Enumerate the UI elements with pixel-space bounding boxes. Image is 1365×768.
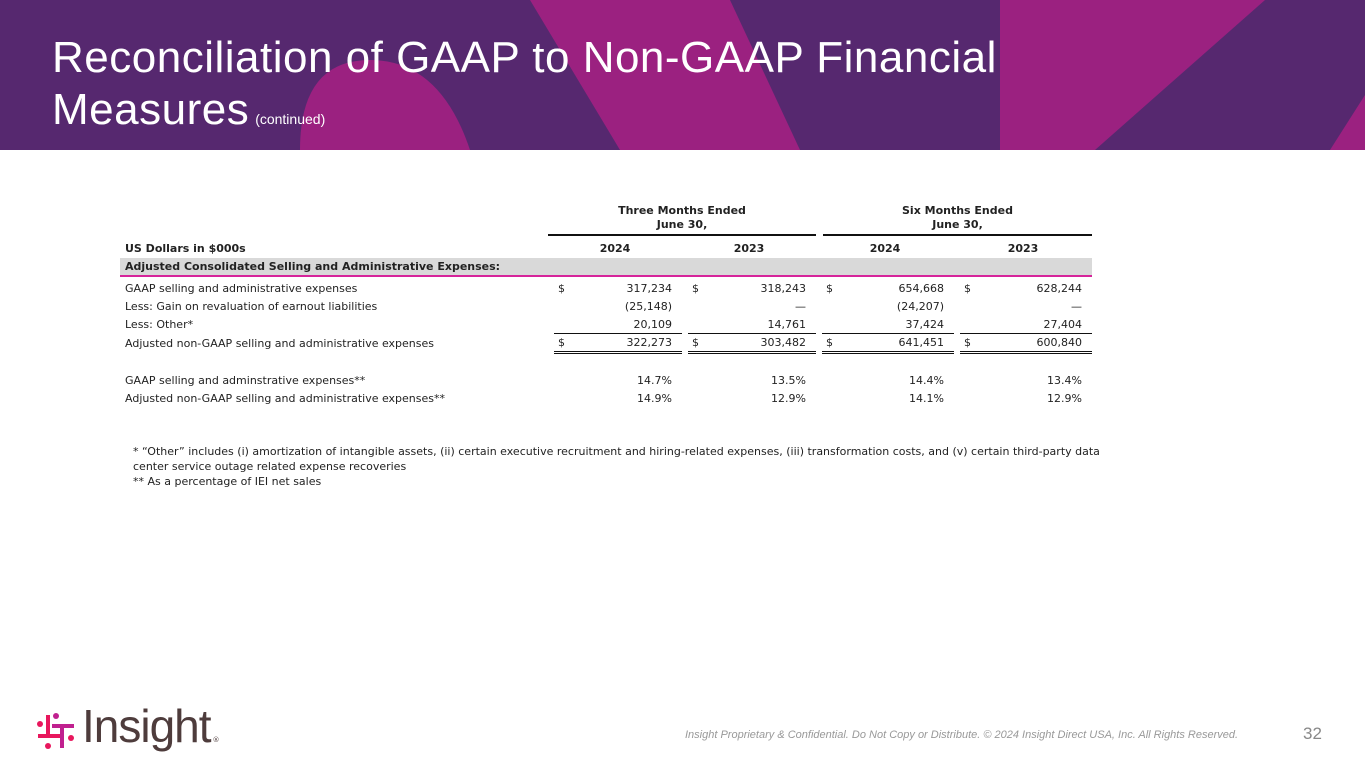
currency-symbol: $: [558, 282, 565, 295]
row-label: GAAP selling and administrative expenses: [125, 282, 358, 295]
percent-cell: 14.7%: [637, 374, 672, 387]
percent-cell: 13.4%: [1047, 374, 1082, 387]
currency-symbol: $: [692, 335, 699, 349]
percent-cell: 12.9%: [771, 392, 806, 405]
amount: 20,109: [633, 317, 673, 331]
amount: (25,148): [624, 300, 672, 313]
percentage-row: GAAP selling and adminstrative expenses*…: [120, 372, 1092, 390]
section-header: Adjusted Consolidated Selling and Admini…: [120, 258, 1092, 277]
value-cell: —: [960, 299, 1092, 316]
percent-cell: 14.9%: [637, 392, 672, 405]
table-row: Adjusted non-GAAP selling and administra…: [120, 334, 1092, 354]
percent-cell: 14.4%: [909, 374, 944, 387]
value-cell: 20,109: [554, 316, 682, 334]
amount: (24,207): [896, 300, 944, 313]
insight-logo-icon: [37, 713, 74, 749]
table-row: Less: Other* 20,109 14,761 37,424 27,404: [120, 316, 1092, 334]
percent-cell: 12.9%: [1047, 392, 1082, 405]
page-number: 32: [1303, 724, 1322, 743]
currency-symbol: $: [964, 282, 971, 295]
reconciliation-table: US Dollars in $000s 2024 2023 2024 2023 …: [120, 240, 1092, 408]
value-cell: $641,451: [822, 334, 954, 354]
currency-symbol: $: [826, 335, 833, 349]
currency-symbol: $: [826, 282, 833, 295]
value-cell: $317,234: [554, 281, 682, 298]
title-suffix: (continued): [255, 111, 326, 127]
amount: 303,482: [760, 335, 807, 349]
row-label: GAAP selling and adminstrative expenses*…: [125, 374, 366, 387]
amount: 27,404: [1043, 317, 1083, 331]
amount: 318,243: [760, 282, 807, 295]
value-cell: 37,424: [822, 316, 954, 334]
year-header-row: US Dollars in $000s 2024 2023 2024 2023: [125, 242, 1039, 255]
value-cell: —: [688, 299, 816, 316]
group-header-three-months: Three Months Ended June 30,: [548, 204, 816, 236]
amount: 628,244: [1036, 282, 1083, 295]
currency-symbol: $: [692, 282, 699, 295]
amount: 600,840: [1036, 335, 1083, 349]
amount: 37,424: [905, 317, 945, 331]
value-cell: $322,273: [554, 334, 682, 354]
amount: 322,273: [626, 335, 673, 349]
banner-decoration: [300, 0, 1365, 150]
percent-cell: 13.5%: [771, 374, 806, 387]
group-header-six-months: Six Months Ended June 30,: [823, 204, 1092, 236]
currency-symbol: $: [558, 335, 565, 349]
currency-symbol: $: [964, 335, 971, 349]
amount: 641,451: [898, 335, 945, 349]
amount: —: [795, 300, 806, 313]
footnotes: * “Other” includes (i) amortization of i…: [133, 445, 1100, 488]
value-cell: (25,148): [554, 299, 682, 316]
row-label: Less: Gain on revaluation of earnout lia…: [125, 300, 378, 313]
value-cell: $654,668: [822, 281, 954, 298]
value-cell: (24,207): [822, 299, 954, 316]
row-label: Less: Other*: [125, 318, 194, 331]
percent-cell: 14.1%: [909, 392, 944, 405]
amount: 14,761: [767, 317, 807, 331]
value-cell: $303,482: [688, 334, 816, 354]
confidentiality-notice: Insight Proprietary & Confidential. Do N…: [685, 729, 1239, 741]
amount: 654,668: [898, 282, 945, 295]
value-cell: $318,243: [688, 281, 816, 298]
value-cell: $600,840: [960, 334, 1092, 354]
row-label: Adjusted non-GAAP selling and administra…: [125, 337, 435, 350]
amount: 317,234: [626, 282, 673, 295]
amount: —: [1071, 300, 1082, 313]
table-row: GAAP selling and administrative expenses…: [120, 280, 1092, 298]
value-cell: 14,761: [688, 316, 816, 334]
page-title: Reconciliation of GAAP to Non-GAAP Finan…: [52, 33, 997, 134]
table-row: Less: Gain on revaluation of earnout lia…: [120, 298, 1092, 316]
insight-logo: Insight ®: [36, 700, 220, 752]
percentage-row: Adjusted non-GAAP selling and administra…: [120, 390, 1092, 408]
value-cell: $628,244: [960, 281, 1092, 298]
header-banner: Reconciliation of GAAP to Non-GAAP Finan…: [0, 0, 1365, 150]
row-label: Adjusted non-GAAP selling and administra…: [125, 392, 446, 405]
value-cell: 27,404: [960, 316, 1092, 334]
